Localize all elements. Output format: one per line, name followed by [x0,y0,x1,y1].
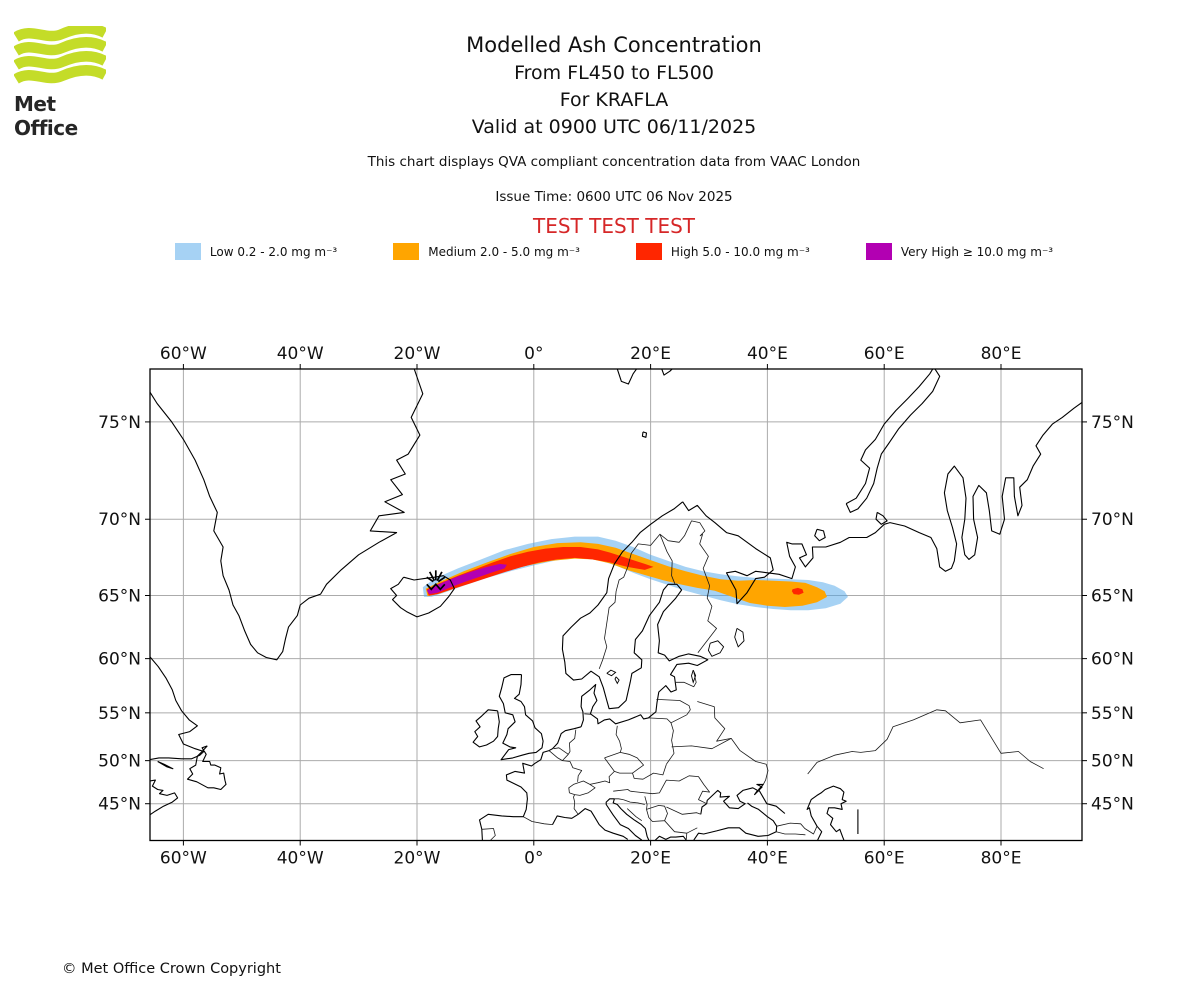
lat-tick-label-right: 70°N [1091,510,1134,530]
title-block: Modelled Ash Concentration From FL450 to… [14,30,1200,238]
map-content [150,369,1082,841]
lat-tick-label-left: 45°N [98,795,141,815]
lakes [606,628,745,685]
subtitle-flight-levels: From FL450 to FL500 [514,62,714,84]
legend-swatch-low [174,243,201,260]
issue-time: Issue Time: 0600 UTC 06 Nov 2025 [495,189,733,205]
legend-swatch-medium [393,243,420,260]
test-banner: TEST TEST TEST [532,214,695,238]
lon-tick-label-top: 60°W [160,344,207,364]
legend-item-very-high: Very High ≥ 10.0 mg m⁻³ [865,243,1054,260]
subtitle-valid-time: Valid at 0900 UTC 06/11/2025 [471,116,757,138]
legend-item-medium: Medium 2.0 - 5.0 mg m⁻³ [393,243,580,260]
lat-tick-label-left: 70°N [98,510,141,530]
lat-tick-label-left: 65°N [98,587,141,607]
graticule [150,369,1082,841]
lat-tick-label-right: 55°N [1091,704,1134,724]
axis-labels: 60°W 60°W 40°W 40°W 20°W 20°W 0° 0° 20°E 20°E 40°E… [98,344,1134,869]
lat-tick-label-left: 75°N [98,413,141,433]
legend-item-high: High 5.0 - 10.0 mg m⁻³ [635,243,810,260]
country-borders [481,520,1044,841]
volcano-marker-krafla [426,570,446,591]
lon-tick-label-top: 40°E [747,344,788,364]
lon-tick-label-bottom: 20°W [394,849,441,869]
met-office-logo-waves-icon [13,23,108,84]
lat-tick-label-left: 50°N [98,752,141,772]
legend-item-low: Low 0.2 - 2.0 mg m⁻³ [174,243,338,260]
lat-tick-label-left: 55°N [98,704,141,724]
lat-tick-label-right: 65°N [1091,587,1134,607]
legend-swatch-very-high [865,243,892,260]
legend-label: Medium 2.0 - 5.0 mg m⁻³ [428,244,580,259]
map-frame [149,368,1083,842]
lon-tick-label-top: 0° [524,344,543,364]
lon-tick-label-top: 60°E [864,344,905,364]
legend-swatch-high [635,243,662,260]
lat-tick-label-left: 60°N [98,650,141,670]
concentration-legend: Low 0.2 - 2.0 mg m⁻³ Medium 2.0 - 5.0 mg … [14,243,1200,260]
ash-layer-high [426,547,804,596]
lon-tick-label-top: 20°E [630,344,671,364]
copyright-text: © Met Office Crown Copyright [62,961,281,977]
lon-tick-label-bottom: 20°E [630,849,671,869]
subtitle-volcano: For KRAFLA [559,89,669,111]
coastlines [150,369,1082,841]
qva-note: This chart displays QVA compliant concen… [367,154,861,170]
met-office-logo-text: Met Office [14,92,78,140]
lat-tick-label-right: 50°N [1091,752,1134,772]
lon-tick-label-top: 20°W [394,344,441,364]
lon-tick-label-bottom: 60°W [160,849,207,869]
lon-tick-label-bottom: 40°W [277,849,324,869]
lon-tick-label-bottom: 80°E [981,849,1022,869]
lon-tick-label-top: 40°W [277,344,324,364]
ash-layer-very-high [426,563,507,595]
lon-tick-label-top: 80°E [981,344,1022,364]
lat-tick-label-right: 45°N [1091,795,1134,815]
legend-label: High 5.0 - 10.0 mg m⁻³ [670,244,810,259]
axis-ticks [145,364,1087,846]
lon-tick-label-bottom: 40°E [747,849,788,869]
lon-tick-label-bottom: 60°E [864,849,905,869]
legend-label: Very High ≥ 10.0 mg m⁻³ [900,244,1054,259]
page-title: Modelled Ash Concentration [466,33,762,57]
lat-tick-label-right: 60°N [1091,650,1134,670]
lat-tick-label-right: 75°N [1091,413,1134,433]
met-office-logo: Met Office [13,23,114,140]
lon-tick-label-bottom: 0° [524,849,543,869]
legend-label: Low 0.2 - 2.0 mg m⁻³ [209,244,338,259]
